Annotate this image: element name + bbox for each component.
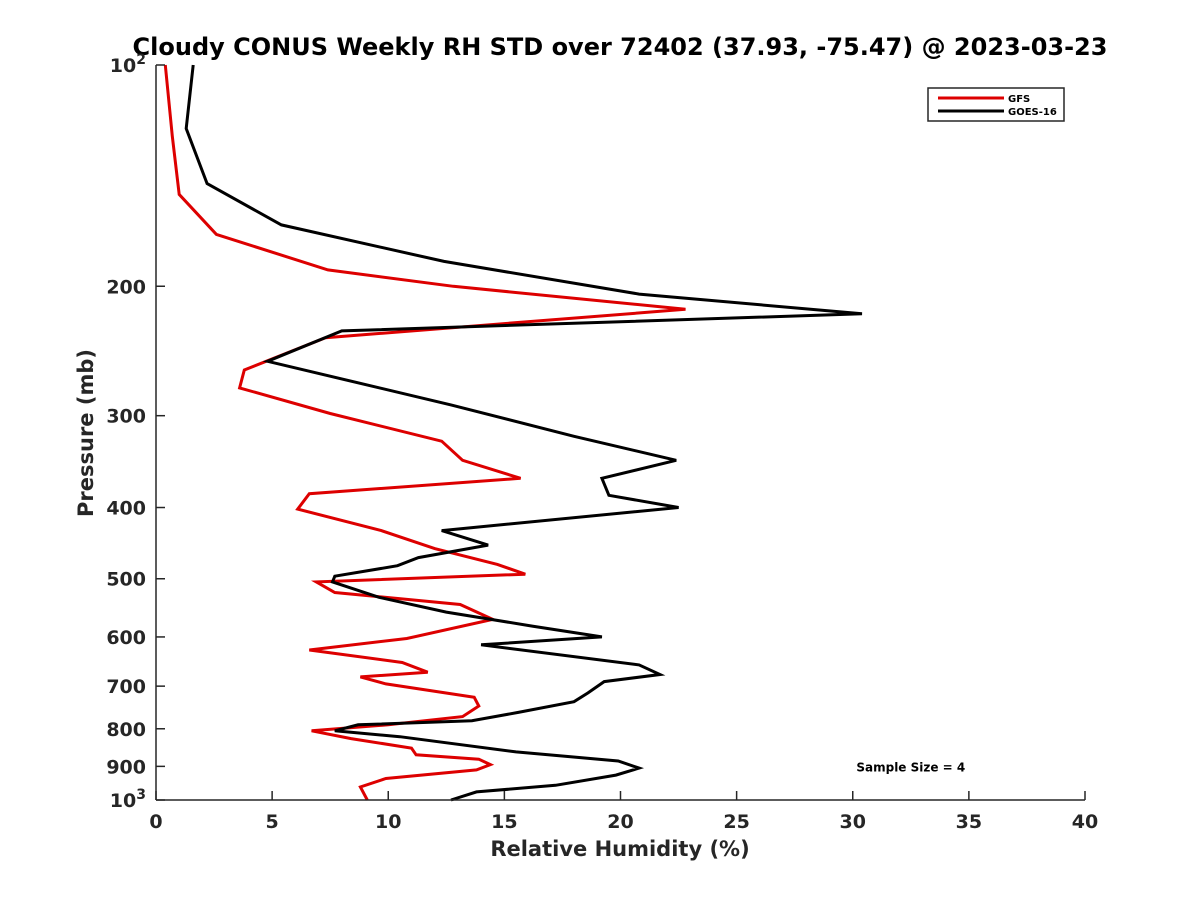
chart-title: Cloudy CONUS Weekly RH STD over 72402 (3… bbox=[133, 33, 1108, 61]
y-tick-label: 103 bbox=[110, 787, 146, 812]
legend-label-goes-16: GOES-16 bbox=[1008, 107, 1057, 118]
y-tick-label: 300 bbox=[106, 406, 146, 428]
y-tick-label: 900 bbox=[106, 756, 146, 778]
y-tick-label: 200 bbox=[106, 276, 146, 298]
y-tick-label: 600 bbox=[106, 627, 146, 649]
x-axis-label: Relative Humidity (%) bbox=[490, 837, 749, 861]
legend: GFS GOES-16 bbox=[927, 87, 1065, 122]
y-tick-label: 102 bbox=[110, 52, 146, 77]
annotations: Sample Size = 4 bbox=[856, 760, 965, 774]
axes: 0 5 10 15 20 25 30 35 40 102 200 300 400 500 600 700 800… bbox=[106, 52, 1098, 833]
x-tick-label: 5 bbox=[266, 811, 279, 833]
y-tick-label: 800 bbox=[106, 719, 146, 741]
x-tick-label: 20 bbox=[607, 811, 633, 833]
x-tick-label: 35 bbox=[956, 811, 982, 833]
series-line-goes-16 bbox=[184, 64, 863, 802]
x-tick-label: 40 bbox=[1072, 811, 1098, 833]
legend-box bbox=[927, 87, 1065, 122]
y-tick-label: 700 bbox=[106, 676, 146, 698]
y-tick-label: 500 bbox=[106, 569, 146, 591]
x-tick-label: 25 bbox=[723, 811, 749, 833]
x-tick-label: 10 bbox=[375, 811, 401, 833]
y-axis-label: Pressure (mb) bbox=[74, 349, 98, 517]
x-tick-label: 15 bbox=[491, 811, 517, 833]
y-tick-label: 400 bbox=[106, 498, 146, 520]
plot-area bbox=[163, 64, 863, 802]
legend-label-gfs: GFS bbox=[1008, 94, 1030, 105]
sample-size-annotation: Sample Size = 4 bbox=[856, 760, 965, 774]
x-tick-label: 0 bbox=[149, 811, 162, 833]
x-tick-label: 30 bbox=[840, 811, 866, 833]
